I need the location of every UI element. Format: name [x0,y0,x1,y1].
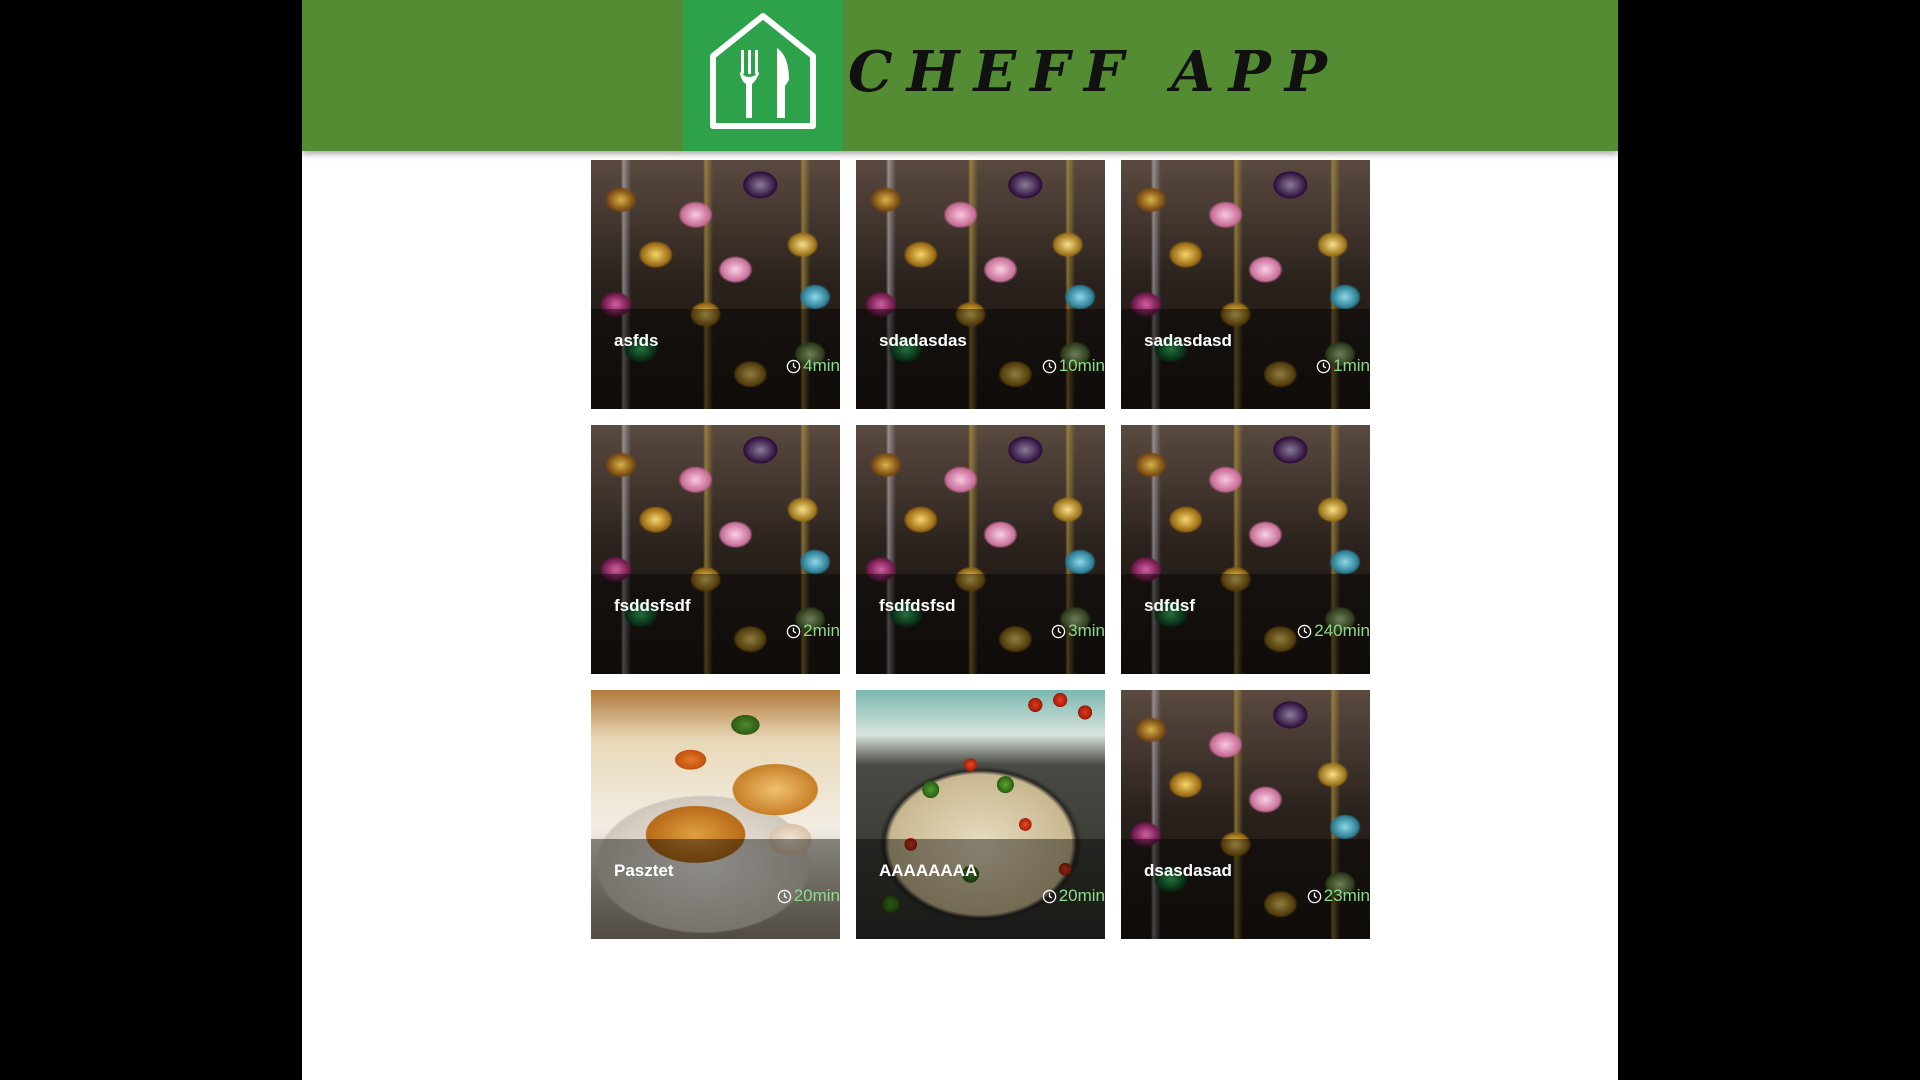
recipe-image [1121,425,1370,674]
recipe-card[interactable]: fsddsfsdf 2min [591,425,840,674]
recipe-card[interactable]: sdadasdas 10min [856,160,1105,409]
recipe-name: dsasdasad [1144,861,1232,880]
clock-icon [1042,889,1056,903]
recipe-image [1121,690,1370,939]
recipe-time-value: 4min [803,356,840,375]
recipe-time-value: 20min [793,886,840,905]
recipe-time: 2min [786,621,840,641]
recipe-time-value: 23min [1323,886,1370,905]
recipe-time-value: 20min [1058,886,1105,905]
recipe-caption-overlay [591,309,840,409]
recipe-card[interactable]: sdfdsf 240min [1121,425,1370,674]
recipe-caption-overlay [591,574,840,674]
clock-icon [1316,359,1331,373]
recipe-caption-overlay [1121,574,1370,674]
recipe-card[interactable]: asfds 4min [591,160,840,409]
recipe-caption-overlay [856,574,1105,674]
recipe-name: asfds [614,331,659,350]
app-page: CHEFF APP asfds 4min sdadasdas 10min sad… [302,0,1618,1080]
recipe-time: 1min [1316,356,1370,376]
recipe-name: sdfdsf [1144,596,1195,615]
clock-icon [1042,359,1056,373]
recipe-time-value: 3min [1068,621,1105,640]
recipe-card[interactable]: sadasdasd 1min [1121,160,1370,409]
recipe-time-value: 1min [1333,356,1370,375]
recipe-name: AAAAAAAA [879,861,978,880]
clock-icon [1051,624,1066,638]
clock-icon [786,359,801,373]
recipe-name: Pasztet [614,861,674,880]
app-title: CHEFF APP [848,39,1341,105]
recipe-name: fsddsfsdf [614,596,691,615]
recipe-image [591,160,840,409]
clock-icon [1297,624,1312,638]
fork-knife-house-icon [710,13,816,129]
recipe-time: 4min [786,356,840,376]
app-header: CHEFF APP [302,0,1618,151]
recipe-caption-overlay [591,839,840,939]
recipe-image [591,425,840,674]
recipe-grid: asfds 4min sdadasdas 10min sadasdasd 1mi… [591,160,1370,939]
recipe-name: sadasdasd [1144,331,1232,350]
recipe-image [856,160,1105,409]
recipe-name: sdadasdas [879,331,967,350]
recipe-time-value: 2min [803,621,840,640]
recipe-name: fsdfdsfsd [879,596,956,615]
recipe-caption-overlay [856,839,1105,939]
recipe-card[interactable]: Pasztet 20min [591,690,840,939]
recipe-caption-overlay [1121,309,1370,409]
recipe-card[interactable]: dsasdasad 23min [1121,690,1370,939]
recipe-time: 20min [1042,886,1105,906]
clock-icon [777,889,791,903]
recipe-time: 3min [1051,621,1105,641]
recipe-image [591,690,840,939]
recipe-card[interactable]: fsdfdsfsd 3min [856,425,1105,674]
recipe-image [1121,160,1370,409]
recipe-caption-overlay [1121,839,1370,939]
recipe-time-value: 240min [1314,621,1370,640]
logo[interactable] [683,0,843,151]
recipe-time: 20min [777,886,840,906]
recipe-time: 10min [1042,356,1105,376]
clock-icon [786,624,801,638]
recipe-image [856,425,1105,674]
recipe-time: 23min [1307,886,1370,906]
recipe-caption-overlay [856,309,1105,409]
clock-icon [1307,889,1321,903]
recipe-time: 240min [1297,621,1370,641]
recipe-time-value: 10min [1058,356,1105,375]
recipe-card[interactable]: AAAAAAAA 20min [856,690,1105,939]
recipe-image [856,690,1105,939]
